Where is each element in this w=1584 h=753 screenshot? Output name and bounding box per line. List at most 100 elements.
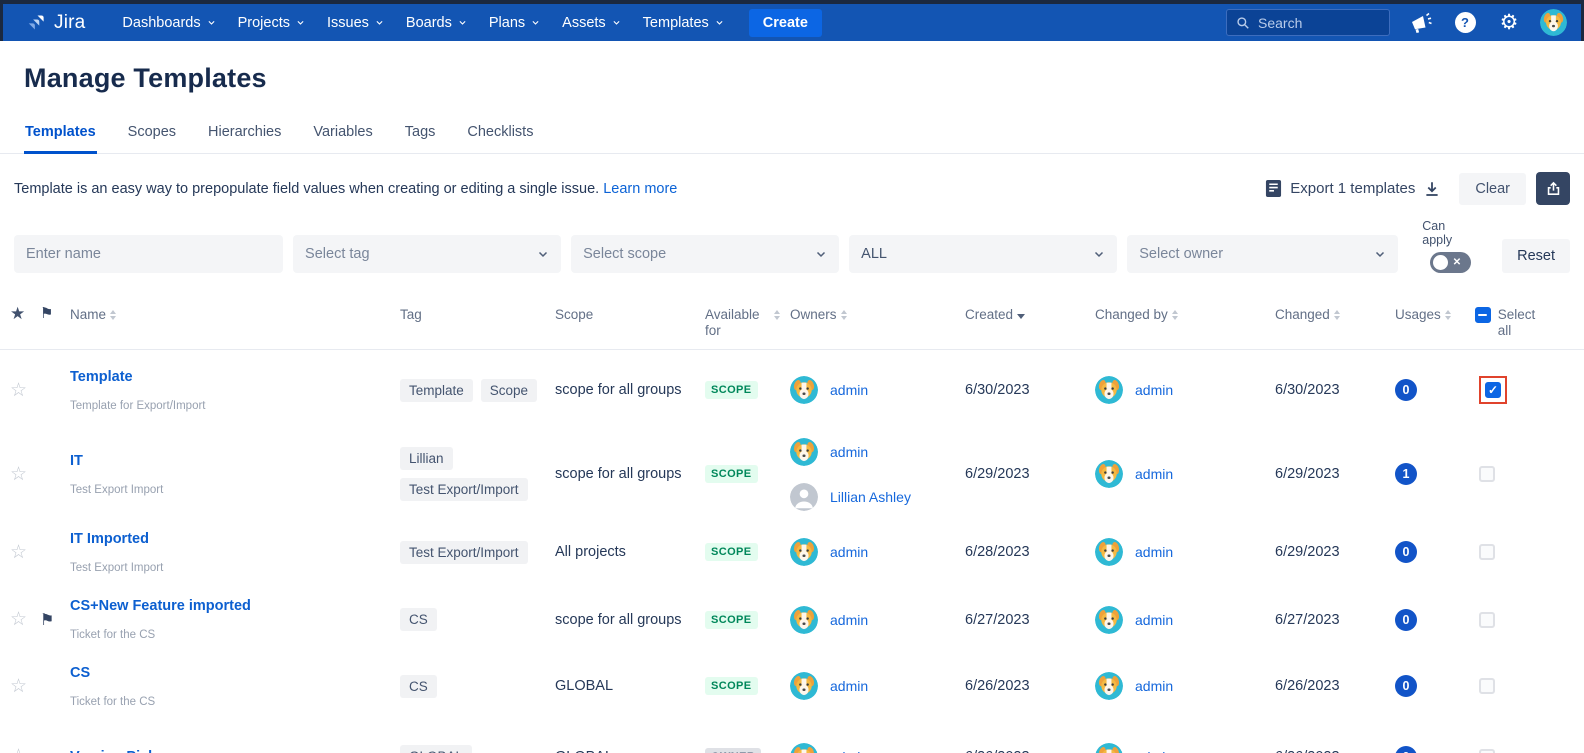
user-link[interactable]: Lillian Ashley [830, 489, 911, 505]
reset-button[interactable]: Reset [1502, 239, 1570, 273]
user-avatar-button[interactable] [1540, 9, 1567, 36]
tag-chip: Lillian [400, 447, 453, 470]
changed-by-cell: admin [1095, 460, 1275, 488]
tab-checklists[interactable]: Checklists [466, 116, 534, 154]
flag-column-icon[interactable]: ⚑ [40, 307, 53, 321]
name-filter [14, 235, 283, 273]
scope-value: scope for all groups [555, 382, 705, 398]
star-column-icon[interactable]: ★ [10, 307, 25, 321]
template-name-link[interactable]: CS+New Feature imported [70, 598, 251, 614]
table-row: ☆ ⚑ Version Picker GLOBAL GLOBAL OWNER a… [0, 719, 1584, 753]
owner-filter-select[interactable]: Select owner [1127, 235, 1398, 273]
user-link[interactable]: admin [830, 612, 868, 628]
template-name-link[interactable]: IT [70, 453, 83, 469]
can-apply-label: Can apply [1422, 219, 1478, 247]
clear-button[interactable]: Clear [1459, 173, 1526, 205]
chevron-down-icon [537, 248, 549, 260]
template-name-link[interactable]: Version Picker [70, 749, 170, 753]
user-link[interactable]: admin [830, 544, 868, 560]
row-checkbox[interactable] [1479, 466, 1495, 482]
template-name-link[interactable]: IT Imported [70, 531, 149, 547]
star-icon[interactable]: ☆ [10, 541, 27, 564]
create-button[interactable]: Create [749, 9, 822, 37]
can-apply-toggle[interactable]: ✕ [1430, 252, 1471, 273]
sort-icon [110, 310, 116, 320]
export-label: Export 1 templates [1290, 180, 1415, 197]
jira-home-link[interactable]: Jira [27, 12, 85, 34]
download-icon [1423, 180, 1441, 198]
nav-item-dashboards[interactable]: Dashboards [111, 4, 226, 41]
select-all-checkbox[interactable] [1475, 307, 1491, 323]
scope-filter-select[interactable]: Select scope [571, 235, 839, 273]
star-icon[interactable]: ☆ [10, 379, 27, 402]
tab-tags[interactable]: Tags [404, 116, 437, 154]
star-icon[interactable]: ☆ [10, 608, 27, 631]
table-row: ☆ ⚑ IT Test Export Import LillianTest Ex… [0, 430, 1584, 518]
export-templates-button[interactable]: Export 1 templates [1265, 179, 1441, 198]
user-link[interactable]: admin [1135, 382, 1173, 398]
dog-avatar [1095, 376, 1123, 404]
help-button[interactable]: ? [1452, 10, 1478, 36]
user-link[interactable]: admin [830, 444, 868, 460]
dog-avatar [790, 606, 818, 634]
tag-filter-select[interactable]: Select tag [293, 235, 561, 273]
type-filter-select[interactable]: ALL [849, 235, 1117, 273]
column-owners[interactable]: Owners [790, 307, 965, 323]
nav-item-issues[interactable]: Issues [316, 4, 395, 41]
user-link[interactable]: admin [1135, 466, 1173, 482]
row-checkbox[interactable] [1479, 749, 1495, 753]
admin-avatar [1095, 606, 1123, 634]
star-icon[interactable]: ☆ [10, 745, 27, 753]
page-description: Template is an easy way to prepopulate f… [14, 181, 677, 197]
row-checkbox[interactable] [1479, 612, 1495, 628]
nav-item-assets[interactable]: Assets [551, 4, 632, 41]
user-link[interactable]: admin [830, 382, 868, 398]
user-link[interactable]: admin [1135, 612, 1173, 628]
settings-button[interactable]: ⚙ [1496, 10, 1522, 36]
column-name[interactable]: Name [70, 307, 400, 323]
available-for-badge: SCOPE [705, 465, 758, 483]
template-name-link[interactable]: Template [70, 369, 133, 385]
nav-item-projects[interactable]: Projects [227, 4, 316, 41]
tab-templates[interactable]: Templates [24, 116, 97, 154]
user-link[interactable]: admin [1135, 544, 1173, 560]
column-changed[interactable]: Changed [1275, 307, 1395, 323]
row-checkbox[interactable] [1479, 678, 1495, 694]
table-row: ☆ ⚑ CS Ticket for the CS CS GLOBAL SCOPE… [0, 653, 1584, 719]
search-input[interactable] [1258, 15, 1378, 31]
owners-cell: admin [790, 376, 965, 404]
user-link[interactable]: admin [830, 749, 868, 753]
created-value: 6/27/2023 [965, 612, 1095, 628]
admin-avatar [1095, 376, 1123, 404]
owner-entry: Lillian Ashley [790, 483, 911, 511]
nav-item-boards[interactable]: Boards [395, 4, 478, 41]
sort-icon [774, 310, 780, 320]
row-checkbox[interactable] [1479, 544, 1495, 560]
tab-hierarchies[interactable]: Hierarchies [207, 116, 282, 154]
changed-by-cell: admin [1095, 672, 1275, 700]
learn-more-link[interactable]: Learn more [603, 181, 677, 197]
user-link[interactable]: admin [1135, 678, 1173, 694]
column-usages[interactable]: Usages [1395, 307, 1475, 323]
nav-item-plans[interactable]: Plans [478, 4, 551, 41]
tab-variables[interactable]: Variables [312, 116, 373, 154]
row-checkbox[interactable] [1485, 382, 1501, 398]
announcements-button[interactable] [1408, 10, 1434, 36]
user-link[interactable]: admin [830, 678, 868, 694]
tag-list: CS [400, 675, 555, 698]
tag-chip: CS [400, 608, 437, 631]
nav-item-templates[interactable]: Templates [632, 4, 735, 41]
user-link[interactable]: admin [1135, 749, 1173, 753]
user-avatar [790, 483, 818, 511]
tab-scopes[interactable]: Scopes [127, 116, 177, 154]
share-button[interactable] [1536, 172, 1570, 205]
column-created[interactable]: Created [965, 307, 1095, 323]
template-name-link[interactable]: CS [70, 665, 90, 681]
name-filter-input[interactable] [26, 246, 271, 262]
column-changed-by[interactable]: Changed by [1095, 307, 1275, 323]
star-icon[interactable]: ☆ [10, 675, 27, 698]
owner-entry: admin [790, 538, 868, 566]
global-search[interactable] [1226, 9, 1390, 36]
star-icon[interactable]: ☆ [10, 463, 27, 486]
column-available-for[interactable]: Available for [705, 307, 790, 339]
